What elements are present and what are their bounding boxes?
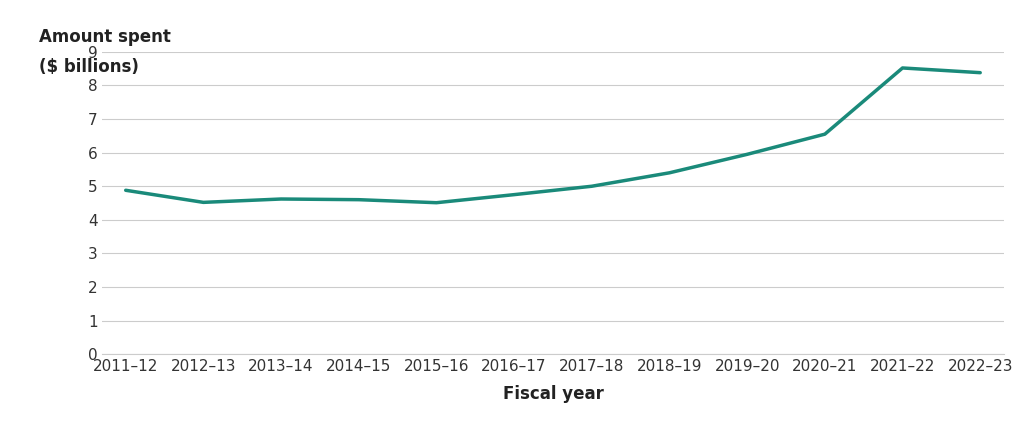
X-axis label: Fiscal year: Fiscal year — [503, 385, 603, 403]
Text: ($ billions): ($ billions) — [39, 58, 139, 76]
Text: Amount spent: Amount spent — [39, 28, 171, 46]
